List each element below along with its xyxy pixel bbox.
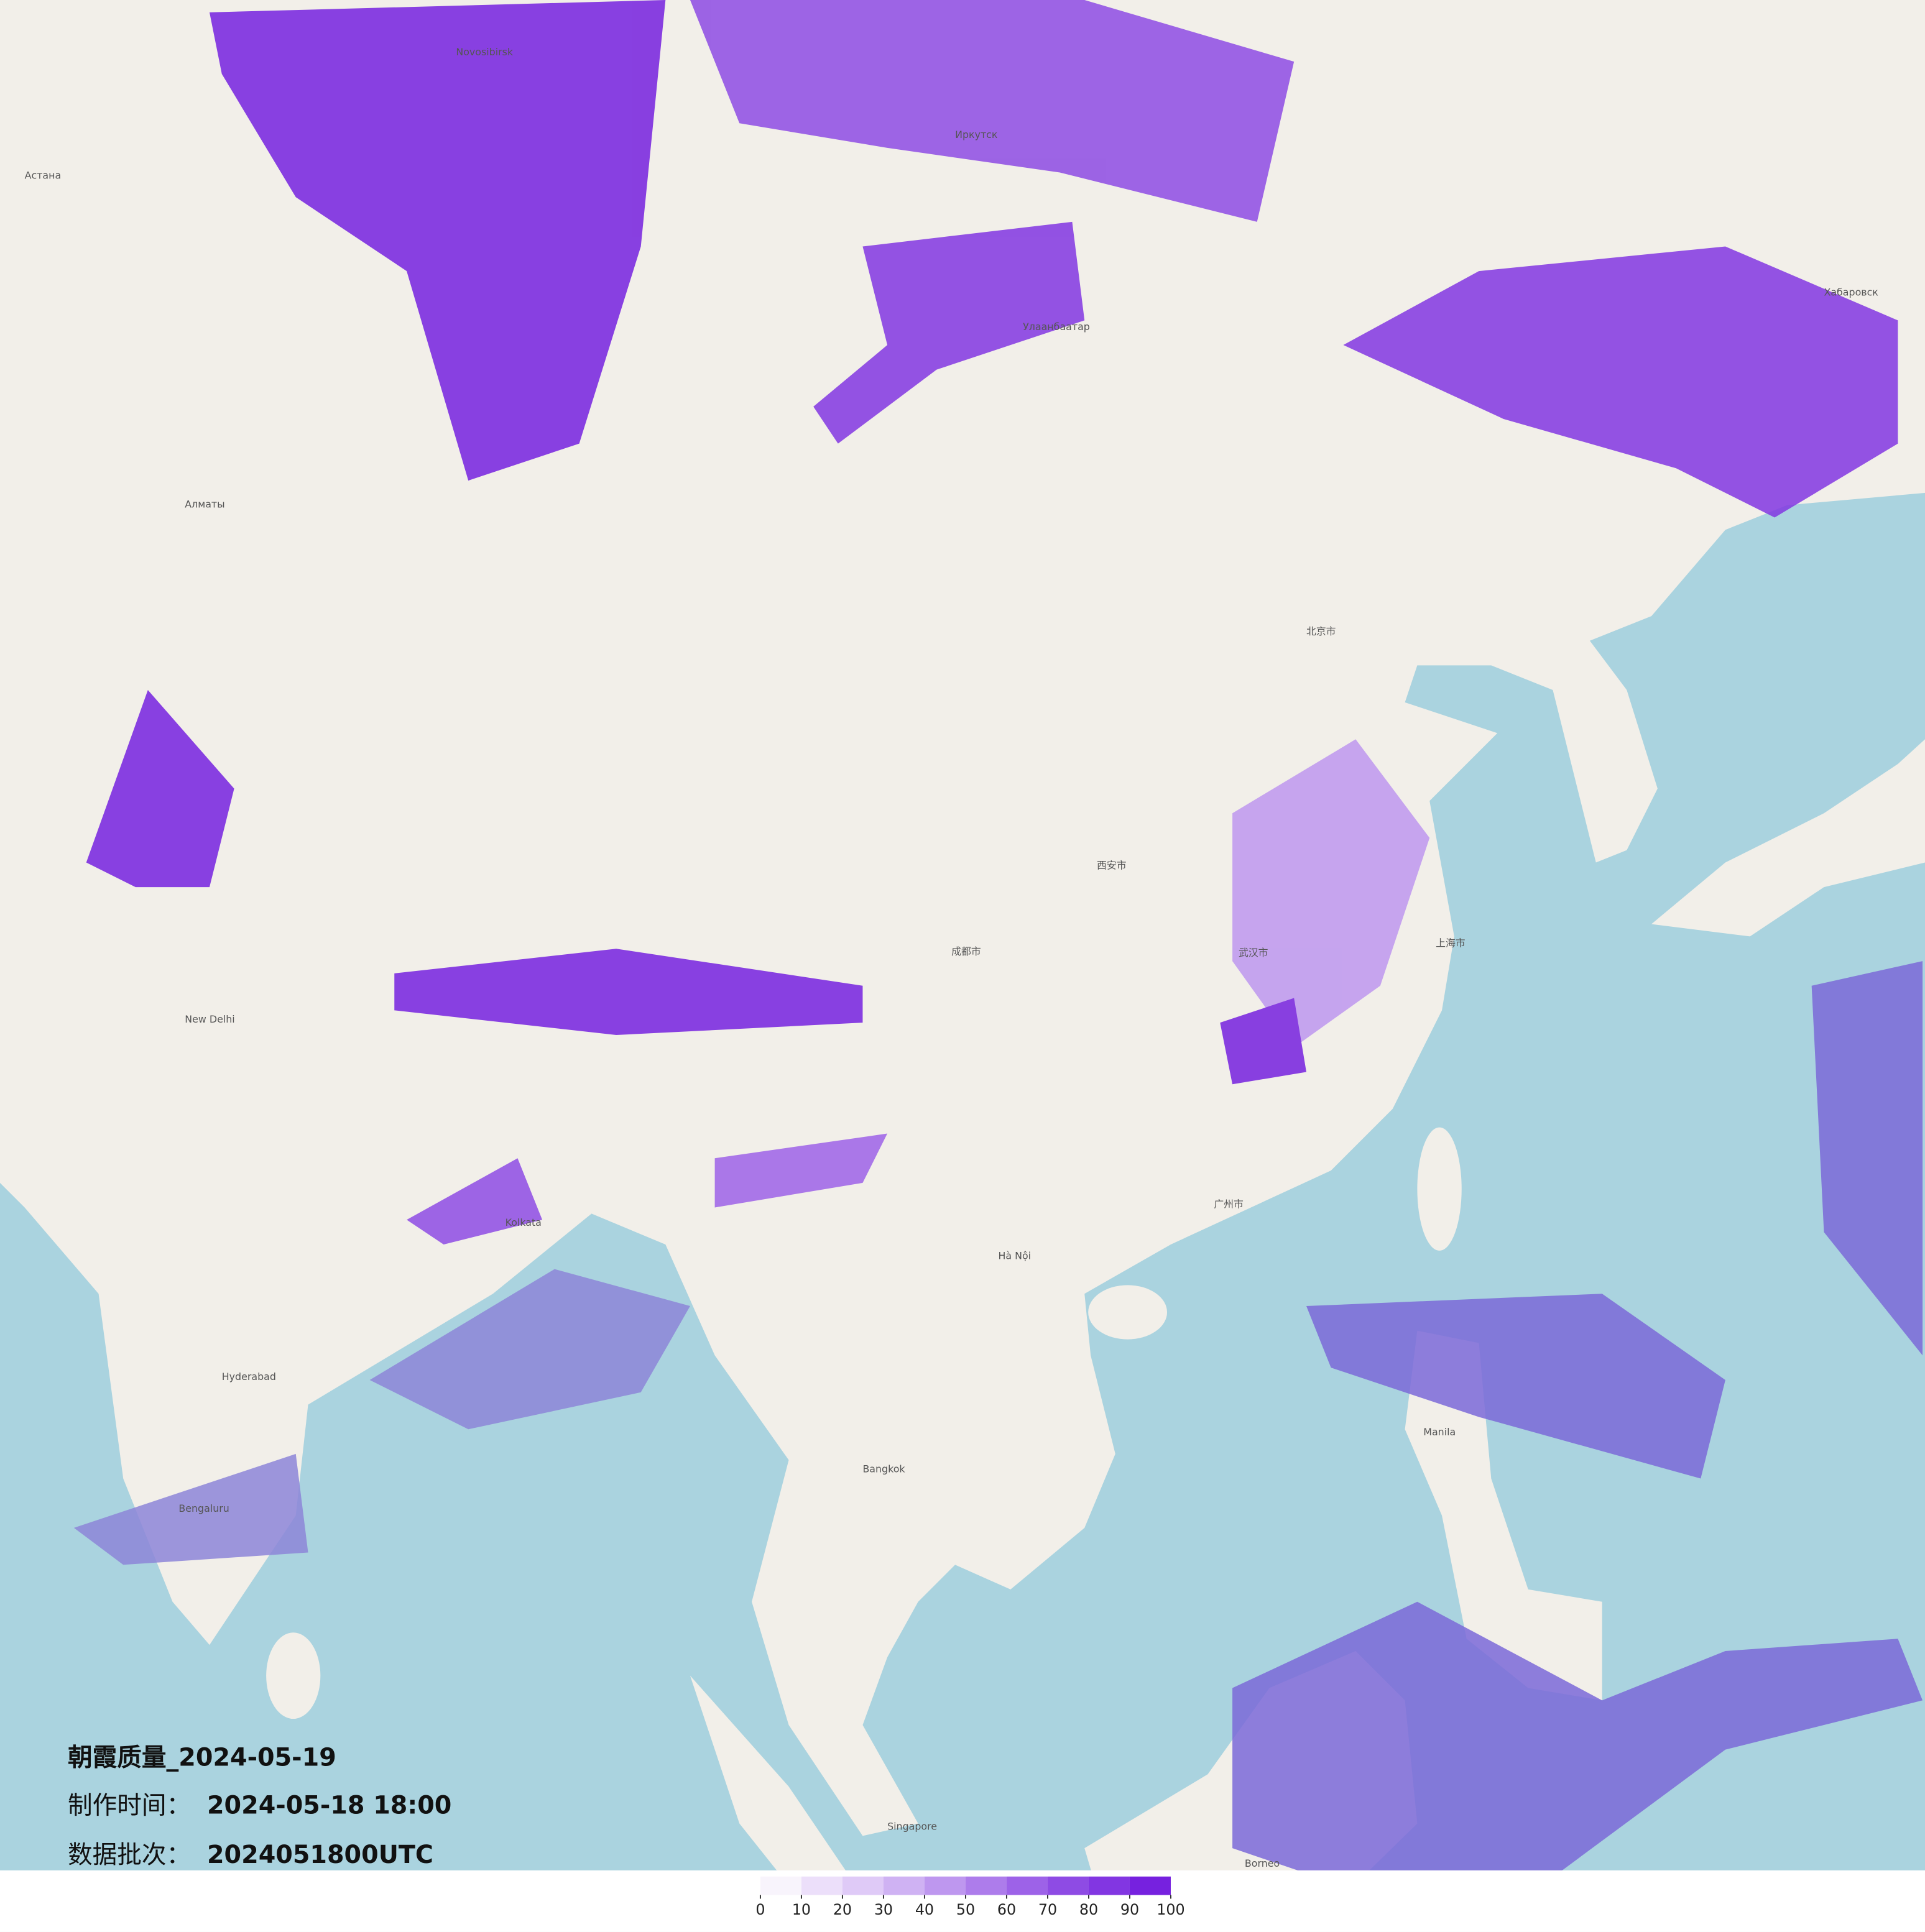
made-time: 2024-05-18 18:00: [207, 1792, 451, 1820]
title: 朝霞质量_2024-05-19: [68, 1743, 336, 1772]
cloud-area: [1232, 1601, 1923, 1932]
colorbar-tick-label: 50: [956, 1901, 975, 1918]
place-label: Borneo: [1245, 1857, 1280, 1869]
cloud-area: [690, 0, 1295, 222]
colorbar-tick-label: 20: [833, 1901, 852, 1918]
colorbar-bin: [1006, 1876, 1048, 1895]
cloud-area: [86, 690, 234, 888]
place-label: Hyderabad: [222, 1371, 276, 1382]
island: [1417, 1127, 1462, 1251]
cloud-area: [209, 0, 666, 481]
colorbar-tick-label: 30: [874, 1901, 893, 1918]
made-label: 制作时间：: [68, 1792, 191, 1820]
place-label: Hà Nội: [998, 1250, 1031, 1262]
place-label: Bangkok: [862, 1463, 905, 1475]
colorbar: 0 10 20 30 40 50 60 70 80 90 100: [755, 1876, 1185, 1918]
batch-label: 数据批次：: [68, 1841, 191, 1869]
colorbar-tick-label: 70: [1038, 1901, 1057, 1918]
place-label: Хабаровск: [1824, 287, 1878, 298]
cloud-area: [1343, 246, 1898, 518]
batch: 2024051800UTC: [207, 1841, 433, 1869]
colorbar-tick-label: 80: [1079, 1901, 1098, 1918]
place-label: 成都市: [951, 945, 981, 957]
place-label: Singapore: [887, 1820, 937, 1832]
island: [266, 1632, 321, 1719]
place-labels: 北京市 上海市 武汉市 广州市 成都市 西安市 Улаанбаатар Ирку…: [25, 46, 1879, 1869]
place-label: Novosibirsk: [456, 46, 513, 58]
place-label: Астана: [25, 169, 62, 181]
place-label: 广州市: [1214, 1198, 1244, 1210]
cloud-area: [1220, 998, 1306, 1085]
colorbar-tick-label: 0: [755, 1901, 765, 1918]
cloud-area: [1232, 739, 1430, 1047]
place-label: Bengaluru: [178, 1502, 229, 1514]
place-label: Улаанбаатар: [1023, 321, 1090, 333]
island: [1088, 1285, 1168, 1340]
place-label: Иркутск: [955, 129, 998, 140]
cloud-area: [394, 949, 863, 1035]
place-label: New Delhi: [185, 1013, 234, 1025]
header: 朝霞质量_2024-05-19 制作时间： 2024-05-18 18:00 数…: [68, 1743, 451, 1869]
colorbar-tick-label: 10: [792, 1901, 811, 1918]
island: [1405, 1330, 1602, 1701]
cloud-area: [407, 1158, 543, 1244]
colorbar-bin: [1129, 1876, 1171, 1895]
colorbar-bin: [801, 1876, 842, 1895]
colorbar-bin: [924, 1876, 966, 1895]
island: [690, 1675, 888, 1932]
cloud-area: [1811, 961, 1923, 1356]
overlay: [73, 0, 1923, 1932]
place-label: Manila: [1423, 1426, 1456, 1438]
colorbar-bin: [965, 1876, 1007, 1895]
colorbar-tick-label: 100: [1156, 1901, 1184, 1918]
colorbar-tick-label: 40: [915, 1901, 934, 1918]
colorbar-bin: [842, 1876, 884, 1895]
place-label: 武汉市: [1239, 947, 1268, 959]
cloud-area: [813, 221, 1085, 444]
colorbar-tick-label: 90: [1120, 1901, 1139, 1918]
colorbar-bin: [1088, 1876, 1130, 1895]
colorbar-bin: [883, 1876, 925, 1895]
cloud-area: [369, 1269, 690, 1430]
colorbar-tick-label: 60: [997, 1901, 1016, 1918]
cloud-area: [1306, 1294, 1725, 1479]
place-label: 西安市: [1097, 859, 1127, 871]
colorbar-bin: [1047, 1876, 1089, 1895]
cloud-area: [73, 1453, 308, 1565]
place-label: 上海市: [1436, 937, 1466, 949]
place-label: Kolkata: [505, 1217, 542, 1228]
place-label: Алматы: [185, 499, 224, 510]
island: [1651, 739, 1925, 937]
colorbar-bin: [760, 1876, 801, 1895]
place-label: 北京市: [1306, 625, 1336, 637]
